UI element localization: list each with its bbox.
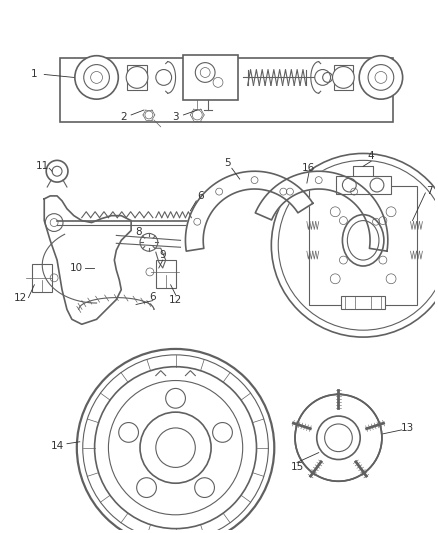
Text: 12: 12	[14, 293, 27, 303]
Circle shape	[359, 56, 403, 99]
Circle shape	[156, 69, 172, 85]
Bar	[32, 264, 52, 292]
Text: 13: 13	[401, 423, 414, 433]
Circle shape	[195, 62, 215, 83]
Text: 2: 2	[120, 112, 127, 122]
Bar	[342, 296, 385, 310]
Bar	[184, 55, 238, 100]
Polygon shape	[255, 171, 388, 251]
Circle shape	[75, 56, 118, 99]
Bar	[309, 186, 417, 304]
Circle shape	[315, 69, 331, 85]
Text: 6: 6	[197, 191, 204, 201]
Bar	[127, 64, 147, 90]
Circle shape	[200, 68, 210, 77]
Text: 9: 9	[159, 250, 166, 260]
Text: 8: 8	[136, 228, 142, 237]
Text: 11: 11	[35, 161, 49, 171]
Text: 6: 6	[149, 292, 156, 302]
Text: 3: 3	[172, 112, 179, 122]
Circle shape	[368, 64, 394, 90]
Bar	[333, 64, 353, 90]
Text: 5: 5	[225, 158, 231, 168]
Bar	[156, 260, 176, 288]
Ellipse shape	[340, 409, 360, 466]
Circle shape	[84, 64, 110, 90]
Polygon shape	[185, 171, 313, 251]
Circle shape	[295, 394, 382, 481]
Circle shape	[126, 67, 148, 88]
Circle shape	[91, 71, 102, 83]
Text: 15: 15	[290, 463, 304, 472]
Polygon shape	[44, 196, 131, 324]
Text: 1: 1	[31, 69, 38, 79]
Circle shape	[375, 71, 387, 83]
Bar	[60, 58, 393, 122]
Text: 10: 10	[70, 263, 83, 273]
Text: 7: 7	[426, 186, 433, 196]
Circle shape	[213, 77, 223, 87]
Circle shape	[332, 67, 354, 88]
Polygon shape	[156, 248, 166, 268]
Bar	[336, 176, 391, 194]
Text: 12: 12	[169, 295, 182, 304]
Text: 4: 4	[368, 151, 374, 161]
Text: 16: 16	[302, 163, 315, 173]
Text: 14: 14	[50, 441, 64, 451]
